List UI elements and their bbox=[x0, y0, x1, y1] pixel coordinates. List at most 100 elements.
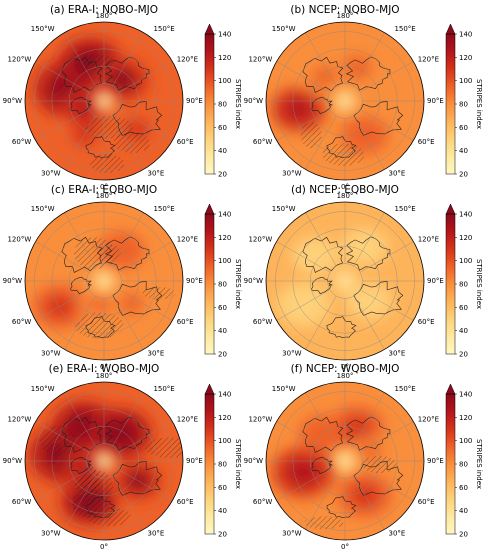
colorbar-tick-label: 120 bbox=[459, 234, 472, 242]
longitude-label: 90°W bbox=[3, 457, 22, 465]
longitude-label: 90°E bbox=[427, 457, 444, 465]
longitude-label: 120°E bbox=[418, 56, 439, 64]
colorbar-tick-label: 60 bbox=[218, 304, 227, 312]
field-core bbox=[285, 458, 321, 487]
colorbar-tick-label: 120 bbox=[218, 54, 231, 62]
colorbar-extend-arrow bbox=[204, 23, 215, 35]
longitude-label: 150°E bbox=[394, 25, 415, 33]
meridian bbox=[118, 109, 173, 141]
longitude-label: 180° bbox=[96, 12, 113, 20]
colorbar-tick-label: 80 bbox=[218, 101, 227, 109]
coastline bbox=[85, 136, 116, 159]
longitude-label: 0° bbox=[100, 543, 108, 551]
map-disk bbox=[25, 22, 183, 180]
longitude-label: 120°E bbox=[177, 416, 198, 424]
longitude-label: 90°E bbox=[186, 277, 203, 285]
meridian bbox=[359, 61, 414, 93]
coastline bbox=[302, 416, 344, 453]
longitude-label: 0° bbox=[100, 183, 108, 191]
meridian bbox=[353, 475, 385, 530]
longitude-label: 30°E bbox=[389, 350, 406, 358]
meridian bbox=[276, 241, 331, 273]
graticule bbox=[25, 22, 183, 180]
colorbar-tick-label: 20 bbox=[459, 171, 468, 179]
colorbar: 20 40 60 80 100 120 140 STRIPES index bbox=[445, 383, 483, 539]
longitude-label: 60°E bbox=[418, 498, 435, 506]
coastline bbox=[85, 496, 116, 519]
longitude-label: 150°W bbox=[272, 25, 296, 33]
meridian bbox=[305, 392, 337, 447]
coastline bbox=[310, 276, 333, 295]
coastline bbox=[302, 236, 344, 273]
colorbar-extend-arrow bbox=[204, 383, 215, 395]
panel-title: (c) ERA-I: EQBO-MJO bbox=[51, 184, 157, 196]
field-core bbox=[356, 290, 383, 312]
longitude-label: 90°E bbox=[427, 277, 444, 285]
map-disk bbox=[266, 382, 424, 540]
longitude-label: 60°W bbox=[253, 318, 272, 326]
meridian bbox=[112, 475, 144, 530]
field-core bbox=[89, 295, 111, 314]
coastlines bbox=[302, 56, 404, 159]
meridian bbox=[112, 115, 144, 170]
colorbar-tick-label: 120 bbox=[218, 234, 231, 242]
longitude-label: 0° bbox=[341, 543, 349, 551]
colorbar-tick-label: 60 bbox=[459, 124, 468, 132]
colorbar-extend-arrow bbox=[445, 383, 456, 395]
meridian bbox=[305, 32, 337, 87]
longitude-label: 30°W bbox=[41, 170, 60, 178]
colorbar-scale bbox=[204, 213, 215, 355]
colorbar-label: STRIPES index bbox=[234, 439, 242, 489]
colorbar-scale bbox=[445, 393, 456, 535]
significance-hatch bbox=[89, 153, 125, 174]
colorbar-scale bbox=[204, 393, 215, 535]
longitude-label: 30°E bbox=[389, 530, 406, 538]
meridian bbox=[118, 469, 173, 501]
significance-hatch bbox=[322, 143, 365, 166]
coastline bbox=[61, 416, 103, 453]
longitude-label: 150°W bbox=[31, 25, 55, 33]
meridian bbox=[359, 289, 414, 321]
longitude-label: 30°W bbox=[282, 170, 301, 178]
meridian bbox=[353, 392, 385, 447]
colorbar-tick-label: 100 bbox=[218, 257, 231, 265]
longitude-label: 150°E bbox=[394, 205, 415, 213]
coastline bbox=[112, 101, 163, 136]
colorbar-tick-label: 40 bbox=[459, 327, 468, 335]
map-disk bbox=[266, 22, 424, 180]
panel-title: (b) NCEP: NQBO-MJO bbox=[290, 4, 399, 16]
meridian bbox=[64, 392, 96, 447]
map-boundary bbox=[24, 381, 184, 541]
longitude-label: 30°E bbox=[148, 350, 165, 358]
meridian bbox=[276, 61, 331, 93]
colorbar-tick-label: 20 bbox=[459, 531, 468, 539]
longitude-label: 0° bbox=[341, 183, 349, 191]
coastline bbox=[112, 281, 163, 316]
significance-hatch bbox=[74, 474, 101, 493]
map-disk bbox=[266, 202, 424, 360]
pole-area bbox=[333, 269, 357, 293]
longitude-label: 180° bbox=[96, 372, 113, 380]
longitude-label: 30°W bbox=[41, 350, 60, 358]
meridian bbox=[35, 109, 90, 141]
pole-area bbox=[92, 269, 116, 293]
colorbar: 20 40 60 80 100 120 140 STRIPES index bbox=[445, 203, 483, 359]
meridian bbox=[353, 115, 385, 170]
colorbar-tick-label: 40 bbox=[218, 507, 227, 515]
meridian bbox=[118, 421, 173, 453]
meridian bbox=[112, 295, 144, 350]
longitude-label: 30°E bbox=[389, 170, 406, 178]
colorbar-tick-label: 140 bbox=[218, 391, 231, 399]
longitude-label: 60°W bbox=[12, 498, 31, 506]
field-core bbox=[118, 293, 145, 315]
coastline bbox=[353, 461, 404, 496]
coastline bbox=[112, 461, 163, 496]
colorbar-label: STRIPES index bbox=[234, 79, 242, 129]
panel-title: (e) ERA-I: WQBO-MJO bbox=[49, 363, 160, 375]
meridian bbox=[118, 289, 173, 321]
meridian bbox=[359, 421, 414, 453]
longitude-label: 0° bbox=[341, 363, 349, 371]
